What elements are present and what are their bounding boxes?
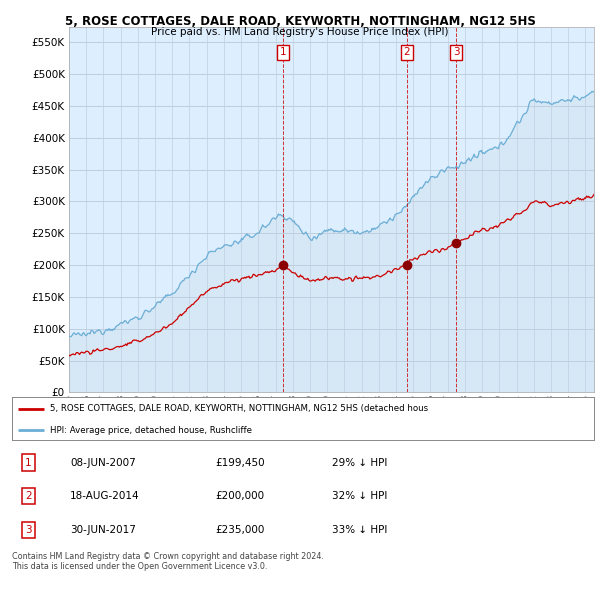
Text: 5, ROSE COTTAGES, DALE ROAD, KEYWORTH, NOTTINGHAM, NG12 5HS: 5, ROSE COTTAGES, DALE ROAD, KEYWORTH, N… <box>65 15 535 28</box>
Text: 3: 3 <box>453 47 460 57</box>
Text: Price paid vs. HM Land Registry's House Price Index (HPI): Price paid vs. HM Land Registry's House … <box>151 27 449 37</box>
Text: 33% ↓ HPI: 33% ↓ HPI <box>332 525 388 535</box>
Text: 2: 2 <box>404 47 410 57</box>
Text: HPI: Average price, detached house, Rushcliffe: HPI: Average price, detached house, Rush… <box>50 426 252 435</box>
Text: 18-AUG-2014: 18-AUG-2014 <box>70 491 140 501</box>
Text: £235,000: £235,000 <box>216 525 265 535</box>
Text: 30-JUN-2017: 30-JUN-2017 <box>70 525 136 535</box>
Text: £199,450: £199,450 <box>216 458 265 468</box>
Text: 1: 1 <box>25 458 32 468</box>
Text: 1: 1 <box>280 47 286 57</box>
Text: £200,000: £200,000 <box>216 491 265 501</box>
Text: 29% ↓ HPI: 29% ↓ HPI <box>332 458 388 468</box>
Text: 2: 2 <box>25 491 32 501</box>
Text: Contains HM Land Registry data © Crown copyright and database right 2024.
This d: Contains HM Land Registry data © Crown c… <box>12 552 324 571</box>
Text: 08-JUN-2007: 08-JUN-2007 <box>70 458 136 468</box>
Text: 3: 3 <box>25 525 32 535</box>
Text: 5, ROSE COTTAGES, DALE ROAD, KEYWORTH, NOTTINGHAM, NG12 5HS (detached hous: 5, ROSE COTTAGES, DALE ROAD, KEYWORTH, N… <box>50 405 428 414</box>
Text: 32% ↓ HPI: 32% ↓ HPI <box>332 491 388 501</box>
